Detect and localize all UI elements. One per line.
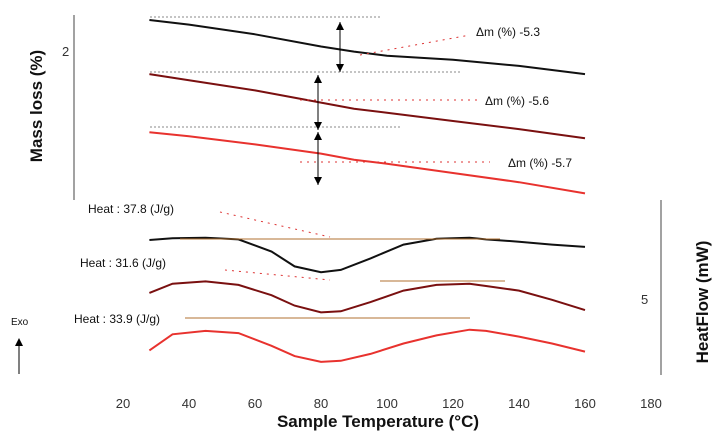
x-tick-label-40: 40 — [182, 396, 196, 411]
mass-change-label-3: Δm (%) -5.7 — [508, 156, 572, 170]
mass-arrow-3-top — [314, 132, 322, 140]
left-scale-label: 2 — [62, 44, 69, 59]
connector-4 — [219, 211, 331, 238]
axes-group: 2 5 — [62, 15, 662, 375]
mass-change-label-1: Δm (%) -5.3 — [476, 25, 540, 39]
mass-arrow-1-bottom — [336, 64, 344, 72]
x-tick-label-120: 120 — [442, 396, 464, 411]
x-tick-label-60: 60 — [248, 396, 262, 411]
mass-arrow-3-bottom — [314, 177, 322, 185]
x-tick-label-100: 100 — [376, 396, 398, 411]
connector-1 — [359, 34, 471, 56]
x-tick-label-20: 20 — [116, 396, 130, 411]
exo-label: Exo — [11, 317, 29, 328]
heat-label-2: Heat : 31.6 (J/g) — [80, 256, 166, 270]
tga-curve-1 — [149, 19, 586, 76]
x-tick-label-160: 160 — [574, 396, 596, 411]
heat-label-1: Heat : 37.8 (J/g) — [88, 202, 174, 216]
x-tick-group: 20 40 60 80 100 120 140 160 180 — [116, 396, 662, 411]
y-axis-title-left: Mass loss (%) — [27, 50, 46, 162]
dsc-curve-1 — [149, 236, 586, 274]
tga-series-group — [149, 19, 586, 195]
x-tick-label-180: 180 — [640, 396, 662, 411]
tga-curve-3 — [149, 131, 586, 195]
mass-change-label-2: Δm (%) -5.6 — [485, 94, 549, 108]
mass-arrow-2-bottom — [314, 122, 322, 130]
mass-arrow-2-top — [314, 75, 322, 83]
heat-label-3: Heat : 33.9 (J/g) — [74, 312, 160, 326]
y-axis-title-right: HeatFlow (mW) — [693, 241, 712, 364]
right-scale-label: 5 — [641, 292, 648, 307]
x-tick-label-140: 140 — [508, 396, 530, 411]
exo-arrow-head — [15, 338, 23, 346]
x-tick-label-80: 80 — [314, 396, 328, 411]
tga-curve-2 — [149, 73, 586, 140]
dsc-curve-2 — [149, 280, 586, 314]
dsc-series-group — [148, 236, 586, 363]
x-axis-title: Sample Temperature (°C) — [277, 412, 479, 431]
dsc-curve-3 — [148, 328, 586, 363]
annotations-group: Exo Δm (%) -5.3 Δm (%) -5.6 Δm (%) -5.7 … — [11, 16, 572, 374]
mass-arrow-1-top — [336, 22, 344, 30]
